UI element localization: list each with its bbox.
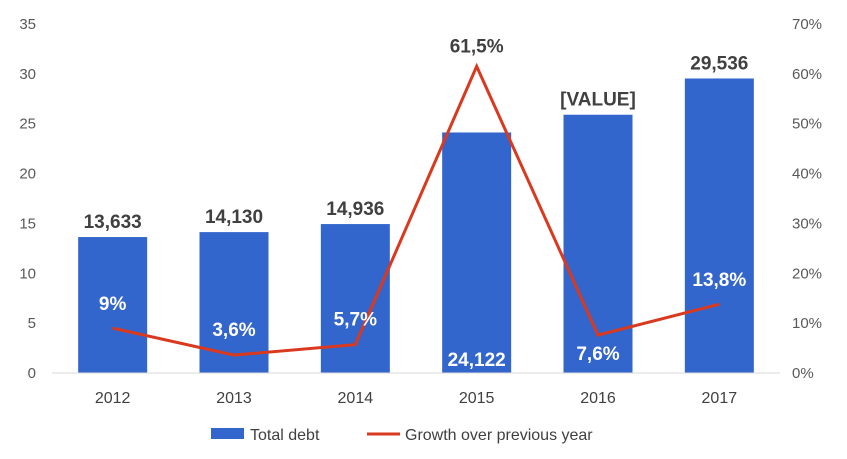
category-label-2017: 2017 — [702, 390, 738, 407]
left-tick-label: 35 — [19, 16, 36, 33]
category-label-2012: 2012 — [95, 390, 131, 407]
bar-value-label-2017: 29,536 — [690, 53, 748, 74]
right-tick-label: 0% — [792, 365, 814, 382]
growth-value-label-2015: 61,5% — [450, 36, 504, 57]
total-debt-data-labels: 13,633 14,130 14,936 24,122 [VALUE] 29,536 — [84, 53, 749, 371]
growth-data-labels: 9% 3,6% 5,7% 61,5% 7,6% 13,8% — [99, 36, 746, 365]
right-tick-label: 30% — [792, 215, 822, 232]
left-tick-label: 30 — [19, 66, 36, 83]
category-label-2015: 2015 — [459, 390, 495, 407]
bar-value-label-2016: [VALUE] — [560, 90, 636, 111]
bar-2015 — [442, 132, 512, 373]
legend-label-growth: Growth over previous year — [405, 427, 593, 444]
left-tick-label: 5 — [28, 315, 36, 332]
right-tick-label: 20% — [792, 265, 822, 282]
x-axis-categories: 2012 2013 2014 2015 2016 2017 — [95, 390, 737, 407]
left-axis-ticks: 0 5 10 15 20 25 30 35 — [19, 16, 36, 382]
legend-swatch-total-debt — [211, 428, 244, 439]
bar-2017 — [684, 78, 754, 373]
right-tick-label: 10% — [792, 315, 822, 332]
bar-value-label-2012: 13,633 — [84, 212, 142, 233]
growth-value-label-2012: 9% — [99, 294, 127, 315]
bar-value-label-2014: 14,936 — [326, 199, 384, 220]
bar-value-label-2015: 24,122 — [448, 350, 506, 371]
left-tick-label: 15 — [19, 215, 36, 232]
bar-2012 — [78, 237, 148, 373]
category-label-2014: 2014 — [338, 390, 374, 407]
growth-line-series — [112, 62, 720, 357]
right-tick-label: 60% — [792, 66, 822, 83]
left-tick-label: 20 — [19, 166, 36, 183]
growth-value-label-2014: 5,7% — [334, 310, 377, 331]
growth-value-label-2013: 3,6% — [212, 320, 255, 341]
left-tick-label: 25 — [19, 116, 36, 133]
category-label-2016: 2016 — [580, 390, 616, 407]
right-tick-label: 40% — [792, 166, 822, 183]
legend: Total debt Growth over previous year — [211, 427, 593, 444]
right-tick-label: 70% — [792, 16, 822, 33]
growth-line — [112, 62, 720, 357]
right-tick-label: 50% — [792, 116, 822, 133]
left-tick-label: 0 — [28, 365, 36, 382]
legend-label-total-debt: Total debt — [250, 427, 320, 444]
growth-value-label-2016: 7,6% — [576, 344, 619, 365]
bar-value-label-2013: 14,130 — [205, 207, 263, 228]
category-label-2013: 2013 — [216, 390, 252, 407]
total-debt-bars — [78, 78, 754, 374]
growth-value-label-2017: 13,8% — [692, 270, 746, 291]
right-axis-ticks: 0% 10% 20% 30% 40% 50% 60% 70% — [792, 16, 822, 382]
left-tick-label: 10 — [19, 265, 36, 282]
bar-2014 — [320, 224, 390, 373]
